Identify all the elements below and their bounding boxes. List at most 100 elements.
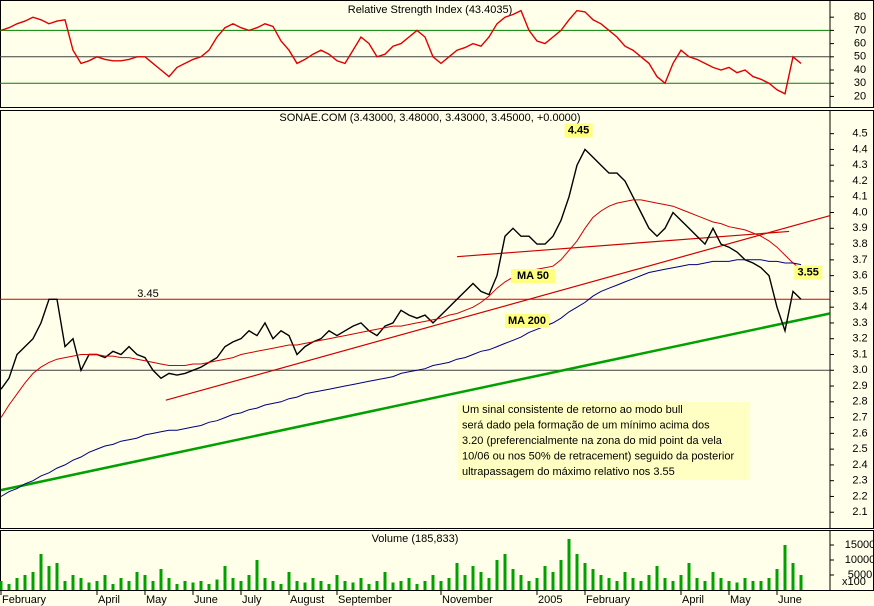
volume-bar <box>375 581 379 590</box>
volume-bar <box>759 581 763 590</box>
volume-bar <box>223 566 227 590</box>
volume-bar <box>703 581 707 590</box>
volume-bar <box>79 578 83 590</box>
y-tick-label: 4.0 <box>852 206 867 218</box>
y-tick-label: 40 <box>854 64 866 76</box>
trendline <box>165 215 830 401</box>
volume-bar <box>719 578 723 590</box>
volume-title: Volume (185,833) <box>372 533 459 545</box>
volume-bar <box>551 572 555 590</box>
y-tick-label: 2.5 <box>852 443 867 455</box>
y-tick-label: 4.2 <box>852 175 867 187</box>
y-tick-label: 2.4 <box>852 459 867 471</box>
volume-bar <box>471 566 475 590</box>
volume-bar <box>439 581 443 590</box>
volume-bar <box>711 572 715 590</box>
volume-bar <box>615 581 619 590</box>
volume-bar <box>127 581 131 590</box>
volume-bar <box>103 575 107 590</box>
volume-bar <box>55 563 59 590</box>
rsi-title: Relative Strength Index (43.4035) <box>348 4 513 16</box>
y-tick-label: 3.1 <box>852 348 867 360</box>
volume-bar <box>527 581 531 590</box>
value-label-box <box>794 265 823 280</box>
ma-tag-box <box>511 269 555 283</box>
y-tick-label: 2.8 <box>852 396 867 408</box>
volume-bar <box>695 578 699 590</box>
volume-bar <box>599 575 603 590</box>
y-tick-label: 2.7 <box>852 411 867 423</box>
volume-bar <box>415 584 419 590</box>
volume-bar <box>407 578 411 590</box>
y-tick-label: 4.3 <box>852 159 867 171</box>
volume-bar <box>183 581 187 590</box>
volume-bar <box>511 569 515 590</box>
y-tick-label: 3.5 <box>852 285 867 297</box>
volume-bar <box>95 581 99 590</box>
volume-bar <box>663 578 667 590</box>
volume-bar <box>639 581 643 590</box>
volume-bar <box>607 578 611 590</box>
y-tick-label: 3.3 <box>852 317 867 329</box>
volume-bar <box>671 581 675 590</box>
volume-bar <box>647 575 651 590</box>
x-tick-label: April <box>682 594 704 606</box>
volume-bar <box>455 563 459 590</box>
volume-bar <box>575 554 579 590</box>
volume-bar <box>295 581 299 590</box>
volume-bar <box>751 581 755 590</box>
volume-bar <box>87 582 91 590</box>
volume-bar <box>583 563 587 590</box>
volume-bar <box>303 582 307 590</box>
y-tick-label: 50 <box>854 51 866 63</box>
volume-bar <box>239 581 243 590</box>
reference-label: 3.45 <box>137 288 158 300</box>
value-label: 4.45 <box>568 124 589 136</box>
volume-bar <box>167 578 171 590</box>
series-line <box>0 148 802 390</box>
volume-bar <box>367 584 371 590</box>
volume-bar <box>263 578 267 590</box>
y-tick-label: 3.4 <box>852 301 867 313</box>
price-title: SONAE.COM (3.43000, 3.48000, 3.43000, 3.… <box>279 112 580 124</box>
volume-bar <box>623 572 627 590</box>
volume-bar <box>343 581 347 590</box>
y-tick-label: 20 <box>854 90 866 102</box>
volume-bar <box>63 581 67 590</box>
volume-bar <box>495 560 499 590</box>
volume-bar <box>327 584 331 590</box>
volume-unit: x100 <box>842 576 866 588</box>
y-tick-label: 4.5 <box>852 128 867 140</box>
y-tick-label: 3.7 <box>852 254 867 266</box>
volume-bar <box>231 578 235 590</box>
volume-bar <box>543 566 547 590</box>
volume-bar <box>679 575 683 590</box>
note-line: 3.20 (preferencialmente na zona do mid p… <box>462 435 723 447</box>
volume-bar <box>591 569 595 590</box>
y-tick-label: 3.8 <box>852 238 867 250</box>
volume-bar <box>47 566 51 590</box>
y-tick-label: 2.2 <box>852 490 867 502</box>
volume-bar <box>535 578 539 590</box>
volume-bar <box>735 582 739 590</box>
volume-bar <box>767 578 771 590</box>
value-label: 3.55 <box>797 266 818 278</box>
volume-bar <box>0 581 3 590</box>
y-tick-label: 2.6 <box>852 427 867 439</box>
y-tick-label: 3.2 <box>852 333 867 345</box>
volume-bar <box>255 560 259 590</box>
volume-bar <box>151 581 155 590</box>
x-tick-label: May <box>146 594 167 606</box>
volume-bar <box>479 572 483 590</box>
y-tick-label: 4.4 <box>852 143 867 155</box>
volume-bar <box>287 572 291 590</box>
note-line: Um sinal consistente de retorno ao modo … <box>462 404 683 416</box>
ma-tag: MA 50 <box>517 270 549 282</box>
volume-bar <box>687 563 691 590</box>
volume-bar <box>135 572 139 590</box>
volume-bar <box>175 584 179 590</box>
volume-bar <box>111 584 115 590</box>
y-tick-label: 3.0 <box>852 364 867 376</box>
